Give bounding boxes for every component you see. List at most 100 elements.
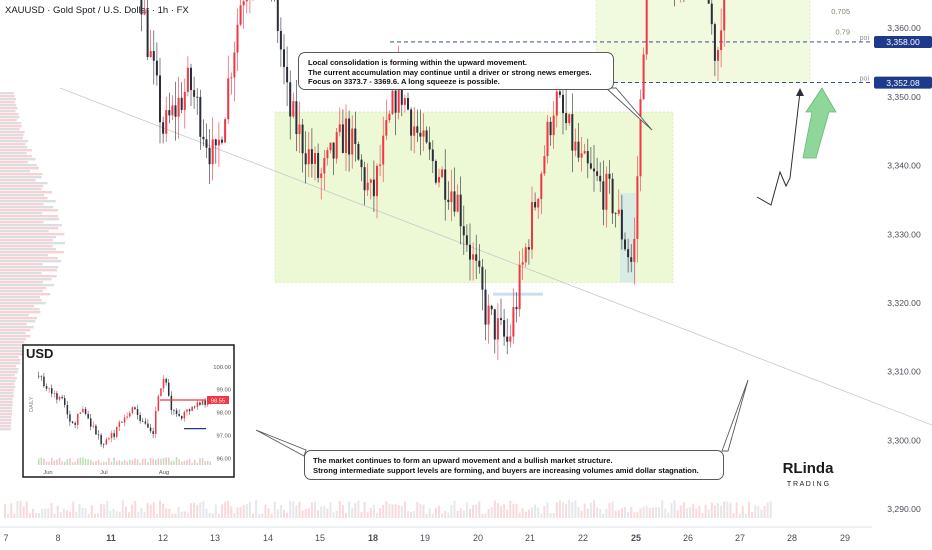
mini-x-tick: Jul [100, 470, 107, 476]
demand-box [493, 292, 543, 296]
volume-bar [710, 502, 713, 518]
volume-bar [134, 500, 137, 518]
y-tick-label: 3,340.00 [887, 161, 921, 171]
volume-bar [577, 507, 580, 518]
mini-volume-bar [144, 458, 147, 465]
volume-bar [686, 508, 688, 518]
candle-body [627, 249, 630, 258]
volume-bar [289, 501, 292, 518]
profile-bar [0, 122, 22, 125]
annotation-line: Strong intermediate support levels are f… [313, 465, 699, 475]
volume-bar [372, 504, 375, 518]
volume-bar [723, 501, 726, 518]
candle-body [186, 67, 189, 92]
volume-bar [137, 511, 140, 518]
candle-body [524, 247, 527, 263]
candle-body [314, 152, 316, 164]
annotation-market-structure: The market continues to form an upward m… [304, 450, 724, 480]
volume-bar [75, 511, 78, 518]
volume-bar [264, 504, 267, 518]
profile-bar [0, 251, 64, 254]
profile-bar [0, 158, 36, 161]
candle-body [534, 202, 537, 208]
profile-bar [0, 215, 59, 218]
volume-bar [338, 501, 341, 518]
mini-volume-bar [136, 459, 139, 465]
mini-volume-bar [139, 462, 141, 465]
mini-candle-body [183, 411, 186, 419]
mini-candle-body [84, 408, 87, 414]
volume-bar [100, 503, 103, 518]
volume-bar [627, 512, 630, 518]
candle-body [236, 24, 239, 53]
profile-bar [0, 293, 51, 296]
volume-bar [580, 510, 583, 518]
volume-bar [106, 500, 109, 518]
candle-body [239, 5, 242, 25]
profile-bar [0, 245, 53, 248]
mini-candle-body [160, 388, 162, 397]
volume-bar [754, 505, 757, 518]
volume-bar [168, 508, 171, 518]
volume-bar [16, 501, 19, 518]
mini-chart-title: USD [26, 346, 53, 361]
profile-bar [0, 200, 56, 203]
candle-body [307, 149, 310, 165]
profile-bar [0, 98, 16, 101]
volume-bar [53, 513, 56, 518]
candle-body [174, 105, 177, 117]
profile-bar [0, 254, 48, 257]
candle-body [295, 101, 298, 135]
volume-bar [571, 502, 574, 518]
usd-mini-chart: USD DAILY 100.00 99.00 98.00 97.00 96.00 Jun Jul… [22, 344, 235, 478]
volume-bars [4, 500, 772, 518]
candle-body [428, 142, 431, 150]
mini-y-tick: 99.00 [216, 388, 231, 394]
mini-volume-bar [71, 462, 74, 465]
candle-body [707, 0, 710, 4]
volume-bar [190, 503, 192, 518]
volume-bar [456, 510, 459, 518]
candle-body [413, 126, 416, 136]
mini-volume-bar [155, 459, 157, 465]
volume-bar [202, 501, 205, 518]
candle-body [193, 90, 196, 97]
candle-body [503, 320, 506, 337]
x-tick-label: 22 [578, 533, 588, 543]
candle-body [289, 82, 292, 117]
mini-y-tick: 96.00 [216, 456, 231, 462]
volume-bar [379, 508, 382, 518]
volume-bar [490, 507, 493, 518]
candle-body [596, 171, 599, 176]
mini-candle-body [45, 386, 48, 389]
profile-bar [0, 410, 13, 413]
candle-body [633, 238, 636, 262]
mini-candle-body [162, 378, 165, 389]
mini-volume-bar [116, 460, 118, 465]
volume-bar [221, 504, 223, 518]
profile-bar [0, 392, 14, 395]
volume-bar [766, 502, 769, 518]
mini-candle-body [61, 396, 63, 399]
mini-candle-body [74, 422, 76, 425]
volume-bar [493, 500, 496, 518]
candle-body [493, 309, 496, 340]
volume-bar [543, 506, 546, 518]
volume-bar [388, 503, 391, 518]
candle-body [168, 110, 171, 116]
candle-body [568, 114, 571, 124]
candle-body [242, 1, 245, 6]
candle-body [645, 0, 648, 55]
mini-candle-body [147, 423, 149, 428]
candle-body [221, 139, 223, 143]
volume-bar [717, 502, 719, 518]
volume-bar [97, 512, 99, 518]
mini-volume-bar [186, 460, 188, 465]
volume-bar [44, 508, 47, 518]
candles [140, 0, 726, 361]
profile-bar [0, 380, 16, 383]
candle-body [717, 50, 719, 61]
mini-candle-body [103, 444, 105, 445]
volume-bar [128, 512, 130, 518]
